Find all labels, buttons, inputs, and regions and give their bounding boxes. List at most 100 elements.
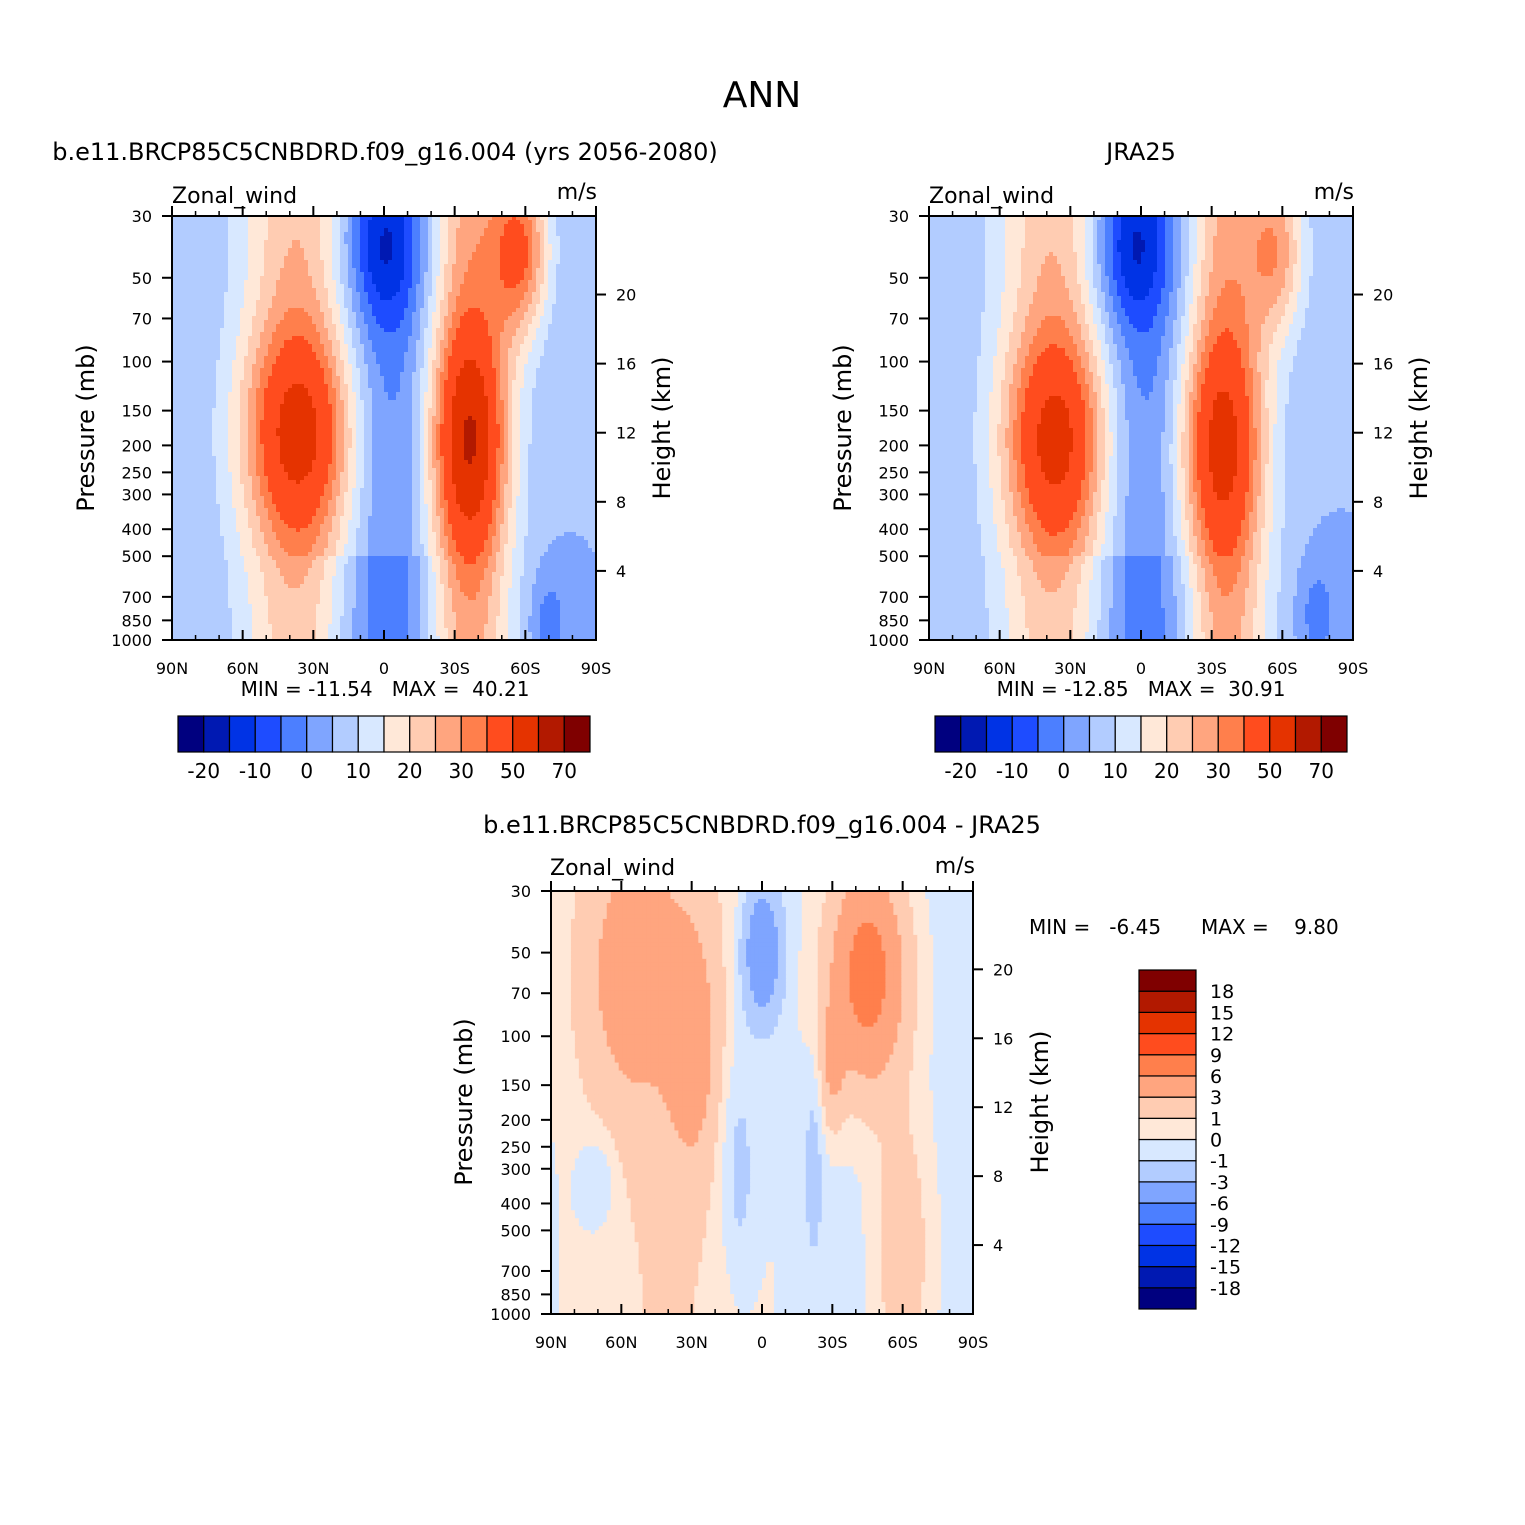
contour-cell — [576, 364, 581, 369]
contour-cell — [552, 388, 557, 393]
contour-cell — [296, 272, 301, 277]
contour-cell — [308, 236, 313, 241]
contour-cell — [392, 372, 397, 377]
contour-cell — [244, 348, 249, 353]
contour-cell — [328, 364, 333, 369]
contour-cell — [376, 400, 381, 405]
contour-cell — [476, 236, 481, 241]
contour-cell — [332, 388, 337, 393]
contour-cell — [260, 256, 265, 261]
contour-cell — [272, 316, 277, 321]
contour-cell — [272, 228, 277, 233]
contour-cell — [520, 376, 525, 381]
contour-cell — [224, 312, 229, 317]
contour-cell — [440, 356, 445, 361]
contour-cell — [192, 364, 197, 369]
contour-cell — [500, 228, 505, 233]
contour-cell — [196, 348, 201, 353]
contour-cell — [232, 256, 237, 261]
contour-cell — [328, 260, 333, 265]
contour-cell — [268, 288, 273, 293]
contour-cell — [532, 400, 537, 405]
contour-cell — [508, 252, 513, 257]
contour-cell — [504, 396, 509, 401]
contour-cell — [532, 296, 537, 301]
contour-cell — [224, 240, 229, 245]
contour-cell — [572, 320, 577, 325]
contour-cell — [508, 368, 513, 373]
contour-cell — [312, 344, 317, 349]
contour-cell — [544, 388, 549, 393]
contour-cell — [292, 296, 297, 301]
contour-cell — [548, 312, 553, 317]
contour-cell — [252, 284, 257, 289]
contour-cell — [212, 372, 217, 377]
contour-cell — [212, 336, 217, 341]
contour-cell — [464, 312, 469, 317]
contour-cell — [488, 392, 493, 397]
contour-cell — [288, 392, 293, 397]
contour-cell — [496, 392, 501, 397]
contour-cell — [364, 292, 369, 297]
contour-cell — [448, 268, 453, 273]
contour-cell — [516, 356, 521, 361]
contour-cell — [540, 320, 545, 325]
contour-cell — [256, 384, 261, 389]
contour-cell — [208, 356, 213, 361]
contour-cell — [484, 332, 489, 337]
contour-cell — [308, 360, 313, 365]
contour-cell — [480, 368, 485, 373]
contour-cell — [260, 292, 265, 297]
contour-cell — [368, 256, 373, 261]
contour-cell — [464, 320, 469, 325]
contour-cell — [436, 220, 441, 225]
contour-cell — [192, 268, 197, 273]
contour-cell — [316, 276, 321, 281]
contour-cell — [260, 376, 265, 381]
contour-cell — [176, 280, 181, 285]
contour-cell — [220, 320, 225, 325]
contour-cell — [192, 384, 197, 389]
contour-cell — [304, 348, 309, 353]
contour-cell — [456, 316, 461, 321]
contour-cell — [456, 244, 461, 249]
contour-cell — [564, 252, 569, 257]
contour-cell — [244, 308, 249, 313]
contour-cell — [500, 376, 505, 381]
contour-cell — [420, 280, 425, 285]
contour-cell — [376, 364, 381, 369]
contour-cell — [568, 216, 573, 221]
contour-cell — [396, 380, 401, 385]
contour-cell — [496, 232, 501, 237]
contour-cell — [332, 264, 337, 269]
contour-cell — [176, 264, 181, 269]
contour-cell — [568, 300, 573, 305]
contour-cell — [320, 360, 325, 365]
contour-cell — [276, 316, 281, 321]
contour-cell — [460, 344, 465, 349]
contour-cell — [280, 264, 285, 269]
contour-cell — [256, 324, 261, 329]
contour-cell — [408, 224, 413, 229]
contour-cell — [284, 316, 289, 321]
contour-cell — [240, 228, 245, 233]
contour-cell — [424, 356, 429, 361]
contour-cell — [396, 320, 401, 325]
contour-cell — [456, 220, 461, 225]
contour-cell — [516, 296, 521, 301]
contour-cell — [528, 292, 533, 297]
contour-cell — [448, 400, 453, 405]
contour-cell — [380, 396, 385, 401]
contour-cell — [212, 292, 217, 297]
contour-cell — [424, 268, 429, 273]
contour-cell — [548, 284, 553, 289]
contour-cell — [552, 268, 557, 273]
contour-cell — [576, 300, 581, 305]
contour-cell — [540, 340, 545, 345]
contour-cell — [372, 296, 377, 301]
contour-cell — [304, 272, 309, 277]
contour-cell — [536, 220, 541, 225]
contour-cell — [268, 220, 273, 225]
contour-cell — [472, 292, 477, 297]
contour-cell — [188, 336, 193, 341]
